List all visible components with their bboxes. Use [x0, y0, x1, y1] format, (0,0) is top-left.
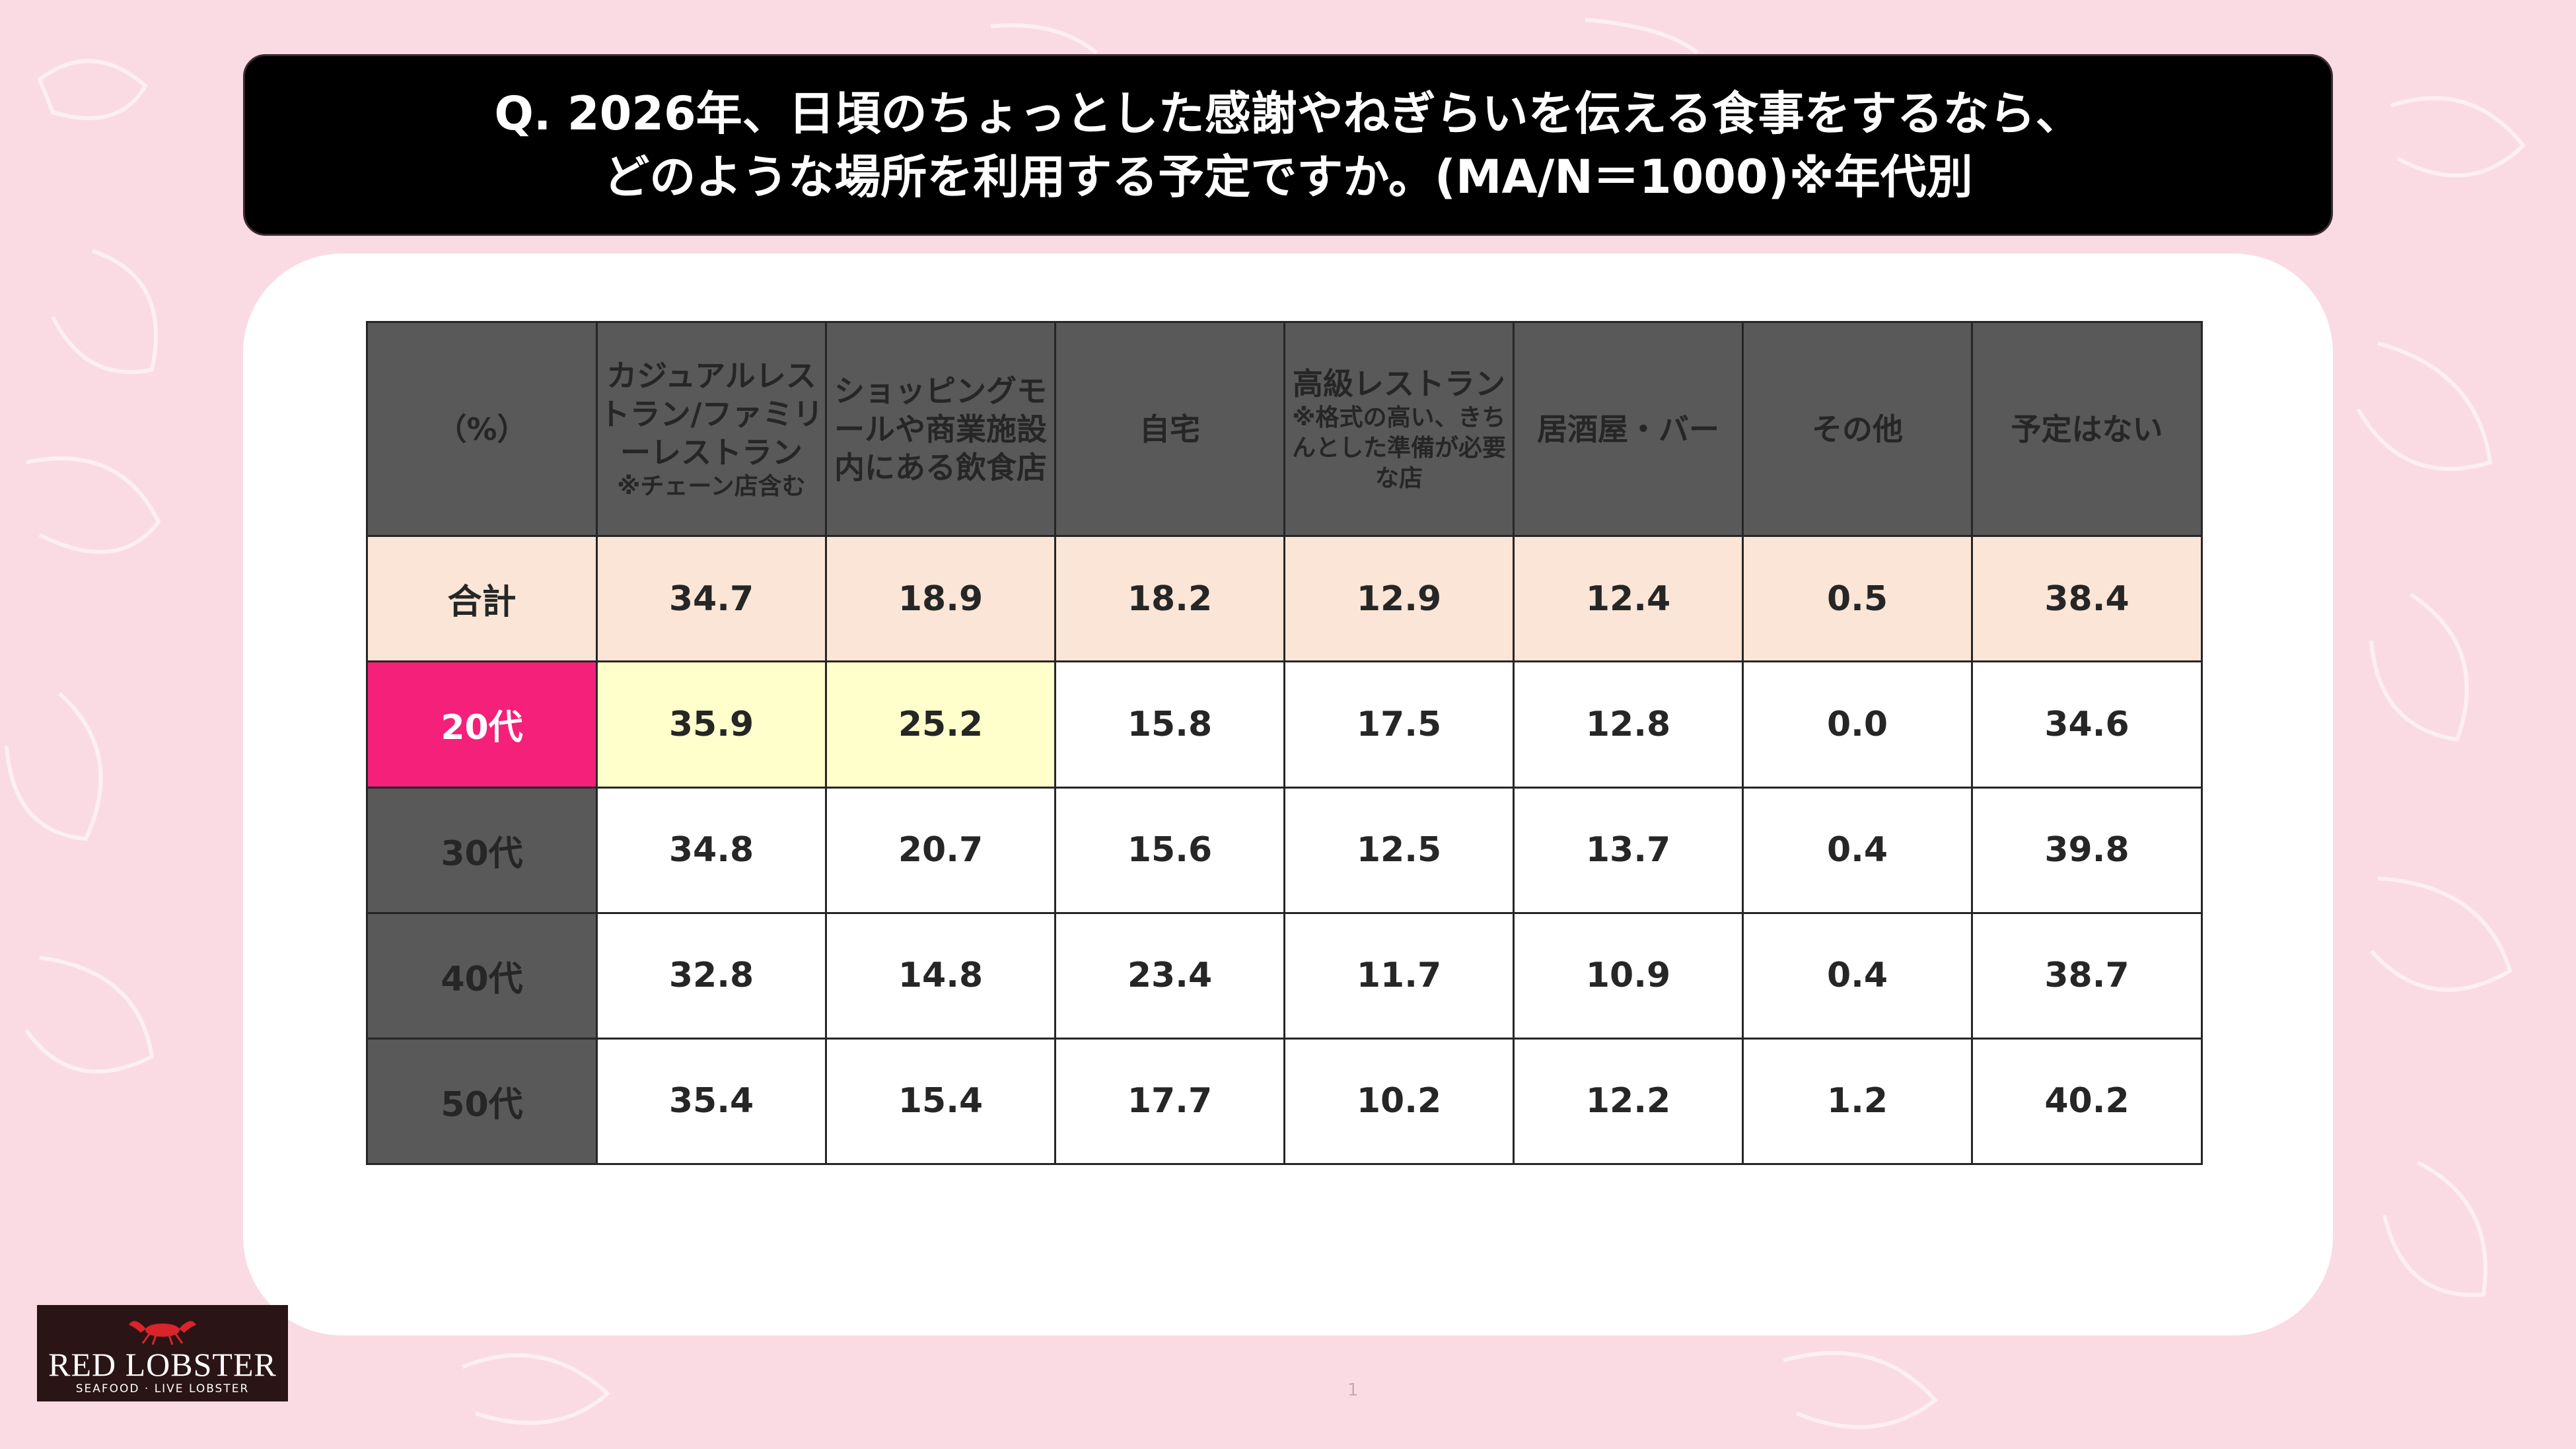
value-cell: 38.7	[1971, 911, 2203, 1040]
value-cell: 10.2	[1283, 1037, 1515, 1166]
value-cell: 35.4	[596, 1037, 827, 1166]
value-cell: 12.4	[1513, 535, 1744, 663]
value-cell: 0.4	[1742, 911, 1973, 1040]
value-cell: 34.8	[596, 786, 827, 914]
table-row: 30代 34.8 20.7 15.6 12.5 13.7 0.4 39.8	[366, 786, 2203, 914]
value-cell: 13.7	[1513, 786, 1744, 914]
value-cell: 40.2	[1971, 1037, 2203, 1166]
column-label: 高級レストラン	[1293, 365, 1505, 402]
unit-label-cell: （%）	[366, 320, 598, 538]
column-label: ショッピングモールや商業施設内にある飲食店	[834, 372, 1047, 485]
value-cell: 17.5	[1283, 660, 1515, 789]
value-cell: 0.4	[1742, 786, 1973, 914]
row-label: 合計	[366, 535, 598, 663]
column-note: ※チェーン店含む	[617, 472, 806, 500]
row-label: 40代	[366, 911, 598, 1040]
column-label: 予定はない	[2011, 411, 2163, 447]
question-title-line2: どのような場所を利用する予定ですか。(MA/N＝1000)※年代別	[603, 149, 1973, 204]
value-cell: 12.9	[1283, 535, 1515, 663]
table-row: 20代 35.9 25.2 15.8 17.5 12.8 0.0 34.6	[366, 660, 2203, 789]
value-cell: 18.2	[1054, 535, 1285, 663]
value-cell: 17.7	[1054, 1037, 1285, 1166]
row-label: 30代	[366, 786, 598, 914]
column-header-home: 自宅	[1054, 320, 1285, 538]
table-row: 50代 35.4 15.4 17.7 10.2 12.2 1.2 40.2	[366, 1037, 2203, 1166]
value-cell: 15.8	[1054, 660, 1285, 789]
value-cell: 0.0	[1742, 660, 1973, 789]
value-cell: 15.4	[825, 1037, 1056, 1166]
column-header-no-plan: 予定はない	[1971, 320, 2203, 538]
row-label: 50代	[366, 1037, 598, 1166]
value-cell: 12.8	[1513, 660, 1744, 789]
value-cell: 25.2	[825, 660, 1056, 789]
value-cell: 12.5	[1283, 786, 1515, 914]
column-note: ※格式の高い、きちんとした準備が必要な店	[1291, 404, 1506, 492]
column-label: 居酒屋・バー	[1537, 411, 1719, 447]
results-table: （%） カジュアルレストラン/ファミリーレストラン ※チェーン店含む ショッピング…	[366, 320, 2203, 1166]
value-cell: 32.8	[596, 911, 827, 1040]
value-cell: 38.4	[1971, 535, 2203, 663]
column-header-izakaya-bar: 居酒屋・バー	[1513, 320, 1744, 538]
page-number: 1	[1347, 1380, 1359, 1400]
value-cell: 12.2	[1513, 1037, 1744, 1166]
column-header-casual-restaurant: カジュアルレストラン/ファミリーレストラン ※チェーン店含む	[596, 320, 827, 538]
value-cell: 20.7	[825, 786, 1056, 914]
column-header-other: その他	[1742, 320, 1973, 538]
value-cell: 23.4	[1054, 911, 1285, 1040]
value-cell: 15.6	[1054, 786, 1285, 914]
column-header-shopping-mall: ショッピングモールや商業施設内にある飲食店	[825, 320, 1056, 538]
value-cell: 14.8	[825, 911, 1056, 1040]
value-cell: 18.9	[825, 535, 1056, 663]
value-cell: 34.7	[596, 535, 827, 663]
value-cell: 11.7	[1283, 911, 1515, 1040]
value-cell: 34.6	[1971, 660, 2203, 789]
red-lobster-logo: RED LOBSTER SEAFOOD · LIVE LOBSTER	[37, 1305, 288, 1401]
value-cell: 0.5	[1742, 535, 1973, 663]
column-label: その他	[1812, 411, 1903, 447]
value-cell: 10.9	[1513, 911, 1744, 1040]
column-label: 自宅	[1139, 411, 1200, 447]
table-row: 合計 34.7 18.9 18.2 12.9 12.4 0.5 38.4	[366, 535, 2203, 663]
logo-tagline: SEAFOOD · LIVE LOBSTER	[75, 1382, 250, 1396]
question-title-box: Q. 2026年、日頃のちょっとした感謝やねぎらいを伝える食事をするなら、 どの…	[243, 54, 2333, 236]
value-cell: 35.9	[596, 660, 827, 789]
value-cell: 39.8	[1971, 786, 2203, 914]
logo-wordmark: RED LOBSTER	[48, 1346, 277, 1383]
column-label: カジュアルレストラン/ファミリーレストラン	[599, 357, 824, 470]
column-header-high-end-restaurant: 高級レストラン ※格式の高い、きちんとした準備が必要な店	[1283, 320, 1515, 538]
table-row: 40代 32.8 14.8 23.4 11.7 10.9 0.4 38.7	[366, 911, 2203, 1040]
header-row: （%） カジュアルレストラン/ファミリーレストラン ※チェーン店含む ショッピング…	[366, 320, 2203, 538]
value-cell: 1.2	[1742, 1037, 1973, 1166]
question-title-line1: Q. 2026年、日頃のちょっとした感謝やねぎらいを伝える食事をするなら、	[494, 86, 2082, 141]
row-label: 20代	[366, 660, 598, 789]
lobster-icon	[129, 1321, 196, 1345]
